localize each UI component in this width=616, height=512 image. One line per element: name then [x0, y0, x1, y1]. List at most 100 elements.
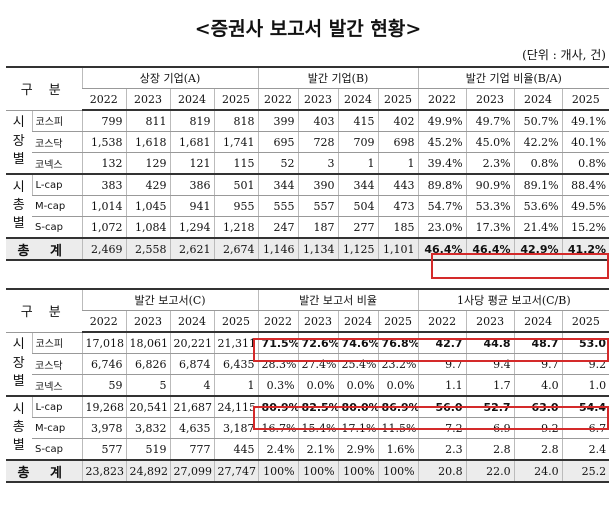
row-group-label: 시 장 별: [6, 110, 32, 175]
value-cell: 54.7%: [417, 195, 467, 217]
value-cell: 1.7: [465, 374, 515, 397]
value-cell: 6,874: [169, 353, 214, 375]
value-cell: 501: [213, 174, 259, 196]
table-row: 시 총 별 L-cap 383 429 386 501 344 390 344 443 89.8% 9…: [6, 174, 610, 239]
year-cell: 2024: [513, 310, 563, 333]
table-row: 코넥스 132 129 121 115 52 3 1 1 39.4% 2.3% 0.8% 0.8%: [6, 152, 610, 175]
value-cell: 50.7%: [513, 110, 563, 132]
total-value-cell: 25.2: [561, 459, 610, 483]
value-cell: 18,061: [125, 332, 170, 354]
value-cell: 473: [377, 195, 419, 217]
value-cell: 1.0: [561, 374, 610, 397]
value-cell: 403: [297, 110, 339, 132]
value-cell: 1,045: [125, 195, 170, 217]
total-value-cell: 100%: [297, 459, 339, 483]
year-cell: 2023: [125, 310, 170, 333]
value-cell: 504: [337, 195, 379, 217]
table-row: M-cap 1,014 1,045 941 955 555 557 504 473 54.7% 53…: [6, 195, 610, 217]
value-cell: 21.4%: [513, 216, 563, 239]
row-label: L-cap: [31, 174, 82, 196]
year-cell: 2022: [82, 88, 126, 111]
year-cell: 2025: [377, 310, 419, 333]
value-cell: 1.6%: [377, 438, 419, 461]
row-label: L-cap: [31, 396, 82, 418]
value-cell: 21,311: [213, 332, 259, 354]
value-cell: 1: [213, 374, 259, 397]
value-cell: 399: [257, 110, 299, 132]
table1-group-a: 상장 기업(A): [81, 66, 259, 89]
year-cell: 2025: [377, 88, 419, 111]
row-label: S-cap: [32, 216, 82, 239]
value-cell: 799: [81, 110, 126, 132]
table1-market-body: 시 장 별 코스피 799 811 819 818 399 403 415 402 49.9% 49.…: [6, 110, 610, 175]
year-cell: 2023: [125, 88, 170, 111]
value-cell: 941: [169, 195, 214, 217]
table2-group-c: 발간 보고서(C): [81, 288, 259, 311]
value-cell: 443: [377, 174, 419, 196]
total-row: 총 계 23,823 24,892 27,099 27,747 100% 100% 100% 1…: [6, 459, 610, 483]
table-row: 시 장 별 코스피 799 811 819 818 399 403 415 402 49.9% 49.…: [6, 110, 610, 175]
total-value-cell: 27,747: [213, 459, 259, 483]
value-cell: 2.3: [417, 438, 467, 461]
value-cell: 3,187: [213, 417, 259, 439]
value-cell: 3,832: [125, 417, 170, 439]
value-cell: 53.6%: [513, 195, 563, 217]
year-cell: 2023: [297, 310, 339, 333]
total-value-cell: 1,146: [257, 237, 299, 261]
value-cell: 23.0%: [417, 216, 467, 239]
year-cell: 2024: [337, 88, 379, 111]
value-cell: 39.4%: [417, 152, 467, 175]
reports-table: 구 분 발간 보고서(C) 발간 보고서 비율 1사당 평균 보고서(C/B) …: [6, 288, 610, 483]
value-cell: 89.8%: [417, 174, 467, 196]
value-cell: 2.3%: [465, 152, 515, 175]
row-label: 코스피: [31, 110, 82, 132]
value-cell: 519: [125, 438, 170, 461]
value-cell: 955: [213, 195, 259, 217]
value-cell: 115: [213, 152, 259, 175]
year-cell: 2022: [257, 310, 299, 333]
total-value-cell: 2,674: [213, 237, 259, 261]
value-cell: 0.8%: [561, 152, 610, 175]
value-cell: 2.4: [561, 438, 610, 461]
value-cell: 2.9%: [337, 438, 379, 461]
value-cell: 777: [169, 438, 214, 461]
year-cell: 2024: [169, 310, 214, 333]
table1-mcap-body: 시 총 별 L-cap 383 429 386 501 344 390 344 443 89.8% 9…: [6, 174, 610, 239]
total-value-cell: 2,469: [81, 237, 126, 261]
value-cell: 0.0%: [337, 374, 379, 397]
value-cell: 247: [257, 216, 299, 239]
value-cell: 49.1%: [561, 110, 610, 132]
value-cell: 90.9%: [465, 174, 515, 196]
value-cell: 5: [125, 374, 170, 397]
unit-note: (단위 : 개사, 건): [522, 48, 606, 62]
value-cell: 45.2%: [417, 131, 467, 153]
total-value-cell: 46.4%: [417, 237, 467, 261]
value-cell: 1,741: [213, 131, 259, 153]
value-cell: 52: [257, 152, 299, 175]
table1-year-header: 2022 2023 2024 2025 2022 2023 2024 2025 …: [6, 88, 610, 111]
value-cell: 3,978: [81, 417, 126, 439]
row-label: 코넥스: [32, 374, 82, 397]
value-cell: 415: [337, 110, 379, 132]
value-cell: 121: [169, 152, 214, 175]
table2-group-header: 구 분 발간 보고서(C) 발간 보고서 비율 1사당 평균 보고서(C/B): [6, 288, 610, 333]
value-cell: 49.5%: [561, 195, 610, 217]
value-cell: 45.0%: [465, 131, 515, 153]
value-cell: 344: [337, 174, 379, 196]
value-cell: 4.0: [513, 374, 563, 397]
table1-group-ratio: 발간 기업 비율(B/A): [417, 66, 610, 89]
row-label: 코스닥: [32, 131, 82, 153]
table1-group-header: 구 분 상장 기업(A) 발간 기업(B) 발간 기업 비율(B/A): [6, 66, 610, 111]
row-label: 코넥스: [32, 152, 82, 175]
value-cell: 1,618: [125, 131, 170, 153]
year-cell: 2023: [465, 310, 515, 333]
value-cell: 17.3%: [465, 216, 515, 239]
total-value-cell: 24,892: [125, 459, 170, 483]
value-cell: 557: [297, 195, 339, 217]
year-cell: 2024: [513, 88, 563, 111]
year-cell: 2023: [297, 88, 339, 111]
value-cell: 344: [257, 174, 299, 196]
total-value-cell: 27,099: [169, 459, 214, 483]
value-cell: 20,221: [169, 332, 214, 354]
total-label: 총 계: [6, 459, 82, 483]
